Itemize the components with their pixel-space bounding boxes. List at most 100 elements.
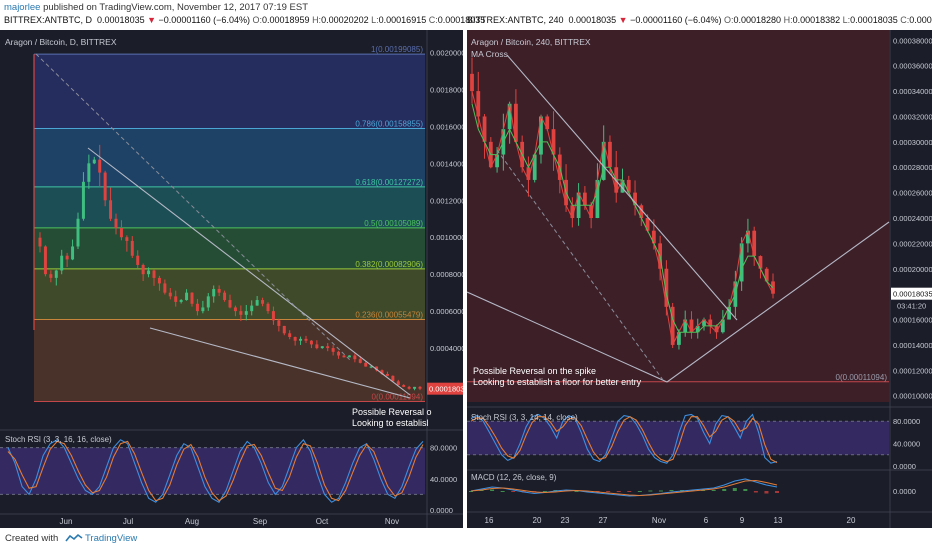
candle (179, 300, 183, 302)
candle (81, 181, 85, 219)
right-change: −0.00001160 (−6.04%) (630, 15, 722, 25)
h4-chart-svg[interactable]: 0(0.00011094) 0.00038000 0.00036000 0.00034… (467, 30, 932, 528)
candle (347, 355, 351, 358)
y-tick-label: 0.00020000 (893, 265, 932, 274)
down-arrow-icon: ▼ (618, 15, 628, 25)
fib-label: 0.5(0.00105089) (364, 219, 423, 228)
candle (206, 296, 210, 308)
candle (476, 91, 481, 117)
daily-chart-panel[interactable]: 1(0.00199085) 0.786(0.00158855) 0.618(0.00… (0, 30, 463, 528)
y-tick-label: 0.00100000 (430, 233, 463, 242)
candle (407, 386, 411, 389)
stoch-d-line (470, 416, 778, 464)
x-tick-label: Aug (185, 517, 199, 526)
candle (702, 319, 706, 326)
x-tick-label: 20 (847, 516, 856, 525)
right-l-label: L: (842, 15, 851, 25)
last-price-label: 0.00018035 (429, 385, 463, 394)
candle (54, 270, 58, 278)
y-tick-label: 0.00022000 (893, 239, 932, 248)
candle (532, 154, 537, 180)
right-l-value: 0.00018035 (850, 15, 898, 25)
candle (223, 292, 227, 301)
candle (353, 355, 357, 360)
candle (76, 218, 80, 247)
candle (470, 73, 474, 92)
x-tick-label: 6 (704, 516, 709, 525)
candle (320, 346, 324, 349)
fib-zone (34, 319, 425, 402)
tradingview-link[interactable]: TradingView (84, 533, 138, 544)
macd-histogram-bar (500, 491, 505, 492)
candle (633, 192, 637, 206)
left-l-value: 0.00016915 (378, 15, 427, 25)
candle (60, 255, 64, 271)
candle (752, 230, 757, 257)
x-tick-label: 9 (740, 516, 745, 525)
indicator-title: Stoch RSI (3, 3, 14, 14, close) (471, 413, 578, 422)
candle (212, 288, 216, 297)
macd-histogram-bar (542, 491, 547, 492)
candle (620, 179, 625, 193)
macd-histogram-bar (732, 488, 737, 491)
candle (125, 237, 129, 241)
fib-zone (34, 227, 425, 269)
right-h-label: H: (783, 15, 793, 25)
fib-label: 0.786(0.00158855) (355, 119, 423, 128)
candle (589, 205, 594, 218)
stoch-y-tick: 0.0000 (430, 506, 453, 515)
macd-histogram-bar (775, 491, 779, 493)
candle (190, 292, 194, 304)
created-with-text: Created with (5, 533, 59, 544)
candle (342, 355, 346, 358)
candle (261, 300, 265, 304)
h4-chart-panel[interactable]: 0(0.00011094) 0.00038000 0.00036000 0.00034… (467, 30, 932, 528)
candle (626, 179, 631, 193)
chart-title: Aragon / Bitcoin, D, BITTREX (5, 37, 117, 47)
candle (38, 237, 42, 247)
tradingview-logo-icon (65, 534, 83, 542)
y-tick-label: 0.00036000 (893, 62, 932, 71)
macd-histogram-bar (711, 490, 716, 491)
candle (92, 159, 96, 164)
candle (689, 319, 694, 333)
fib-zone (34, 268, 425, 320)
footer: Created with TradingView (0, 528, 932, 550)
right-c-value: 0.00018035 (909, 15, 932, 25)
candle (683, 319, 688, 333)
candle (217, 288, 221, 293)
stoch-y-tick: 40.0000 (430, 475, 457, 484)
macd-histogram-bar (511, 491, 516, 492)
macd-histogram-bar (469, 491, 473, 492)
last-price-tag (891, 287, 932, 300)
stoch-k-line (7, 438, 424, 503)
y-tick-label: 0.00060000 (430, 307, 463, 316)
candle (43, 246, 47, 275)
candle (551, 129, 556, 155)
candle (358, 359, 362, 363)
y-tick-label: 0.00038000 (893, 36, 932, 45)
daily-chart-svg[interactable]: 1(0.00199085) 0.786(0.00158855) 0.618(0.00… (0, 30, 463, 528)
macd-histogram-bar (616, 491, 621, 492)
candle (103, 172, 107, 201)
candle (758, 256, 763, 269)
fib-zone (34, 128, 425, 187)
candle (337, 351, 341, 356)
left-l-label: L: (371, 15, 379, 25)
candle (714, 325, 719, 333)
fib-zone (34, 54, 425, 129)
macd-histogram-bar (490, 489, 495, 491)
left-change: −0.00001160 (−6.04%) (158, 15, 250, 25)
y-tick-label: 0.00028000 (893, 163, 932, 172)
candle (141, 264, 145, 275)
trendline-lower (467, 291, 668, 383)
right-h-value: 0.00018382 (792, 15, 841, 25)
macd-histogram-bar (669, 490, 674, 491)
candle (326, 346, 330, 349)
y-tick-label: 0.00010000 (893, 392, 932, 401)
trendline-support (666, 221, 890, 383)
author-link[interactable]: majorlee (4, 2, 41, 13)
created-with: Created with TradingView (5, 533, 137, 544)
candle (163, 283, 167, 293)
